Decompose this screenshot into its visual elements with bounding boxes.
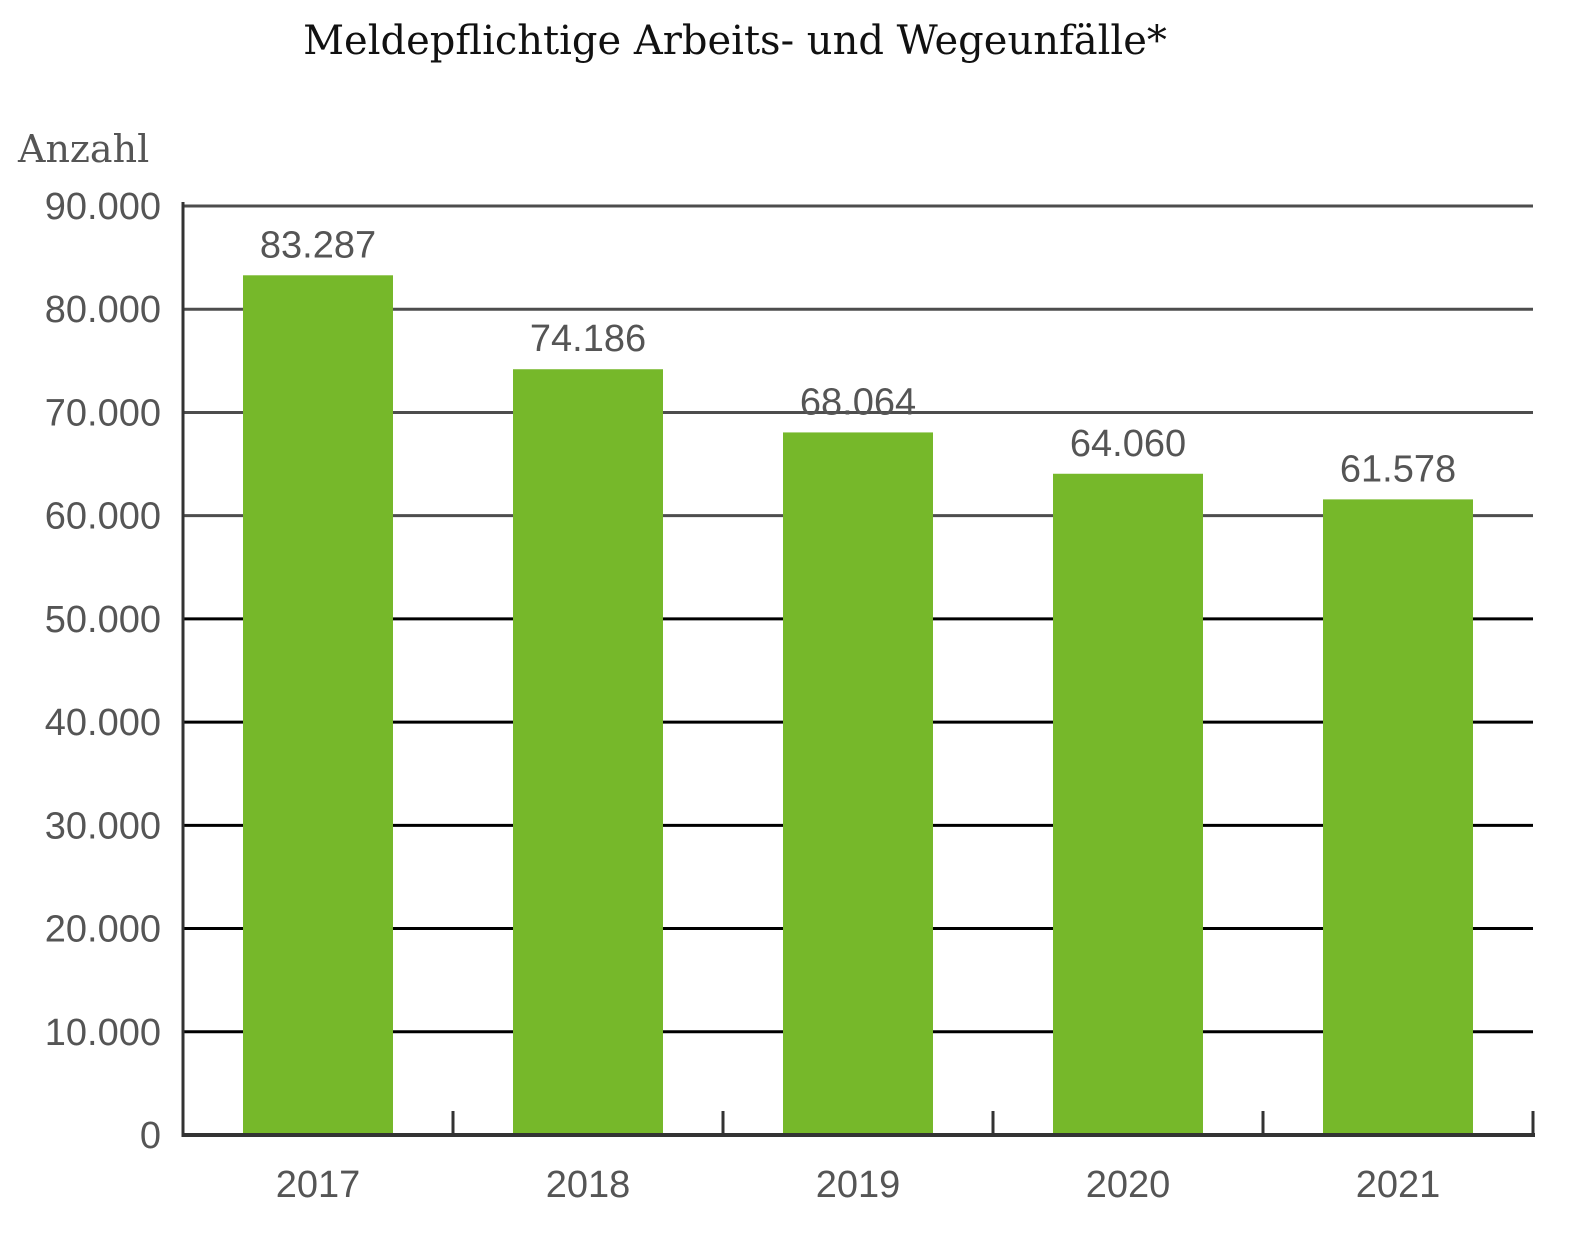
- y-tick-label: 60.000: [45, 496, 161, 538]
- bar: [783, 432, 933, 1136]
- x-tick-label: 2021: [1356, 1164, 1441, 1206]
- y-tick-label: 90.000: [45, 186, 161, 228]
- x-tick-label: 2020: [1086, 1164, 1171, 1206]
- y-tick-label: 50.000: [45, 599, 161, 641]
- x-tick-label: 2019: [816, 1164, 901, 1206]
- bar: [513, 369, 663, 1136]
- bar: [1323, 499, 1473, 1136]
- bar: [243, 275, 393, 1135]
- y-tick-label: 20.000: [45, 909, 161, 951]
- x-tick-label: 2017: [276, 1164, 361, 1206]
- y-tick-label: 10.000: [45, 1012, 161, 1054]
- bars: [243, 275, 1473, 1136]
- data-label: 74.186: [530, 318, 646, 360]
- y-tick-label: 70.000: [45, 392, 161, 434]
- data-label: 83.287: [260, 224, 376, 266]
- y-tick-label: 30.000: [45, 805, 161, 847]
- chart-title: Meldepflichtige Arbeits- und Wegeunfälle…: [303, 18, 1167, 64]
- x-tick-label: 2018: [546, 1164, 631, 1206]
- y-tick-label: 40.000: [45, 702, 161, 744]
- data-label: 64.060: [1070, 423, 1186, 465]
- data-label: 61.578: [1340, 448, 1456, 490]
- y-tick-label: 0: [140, 1115, 161, 1157]
- data-label: 68.064: [800, 381, 916, 423]
- y-axis-label: Anzahl: [17, 127, 149, 171]
- labels: 0 10.000 20.000 30.000 40.000 50.000 60.000 70.…: [45, 186, 1456, 1206]
- bar: [1053, 473, 1203, 1136]
- axes: [181, 202, 1535, 1137]
- y-tick-label: 80.000: [45, 289, 161, 331]
